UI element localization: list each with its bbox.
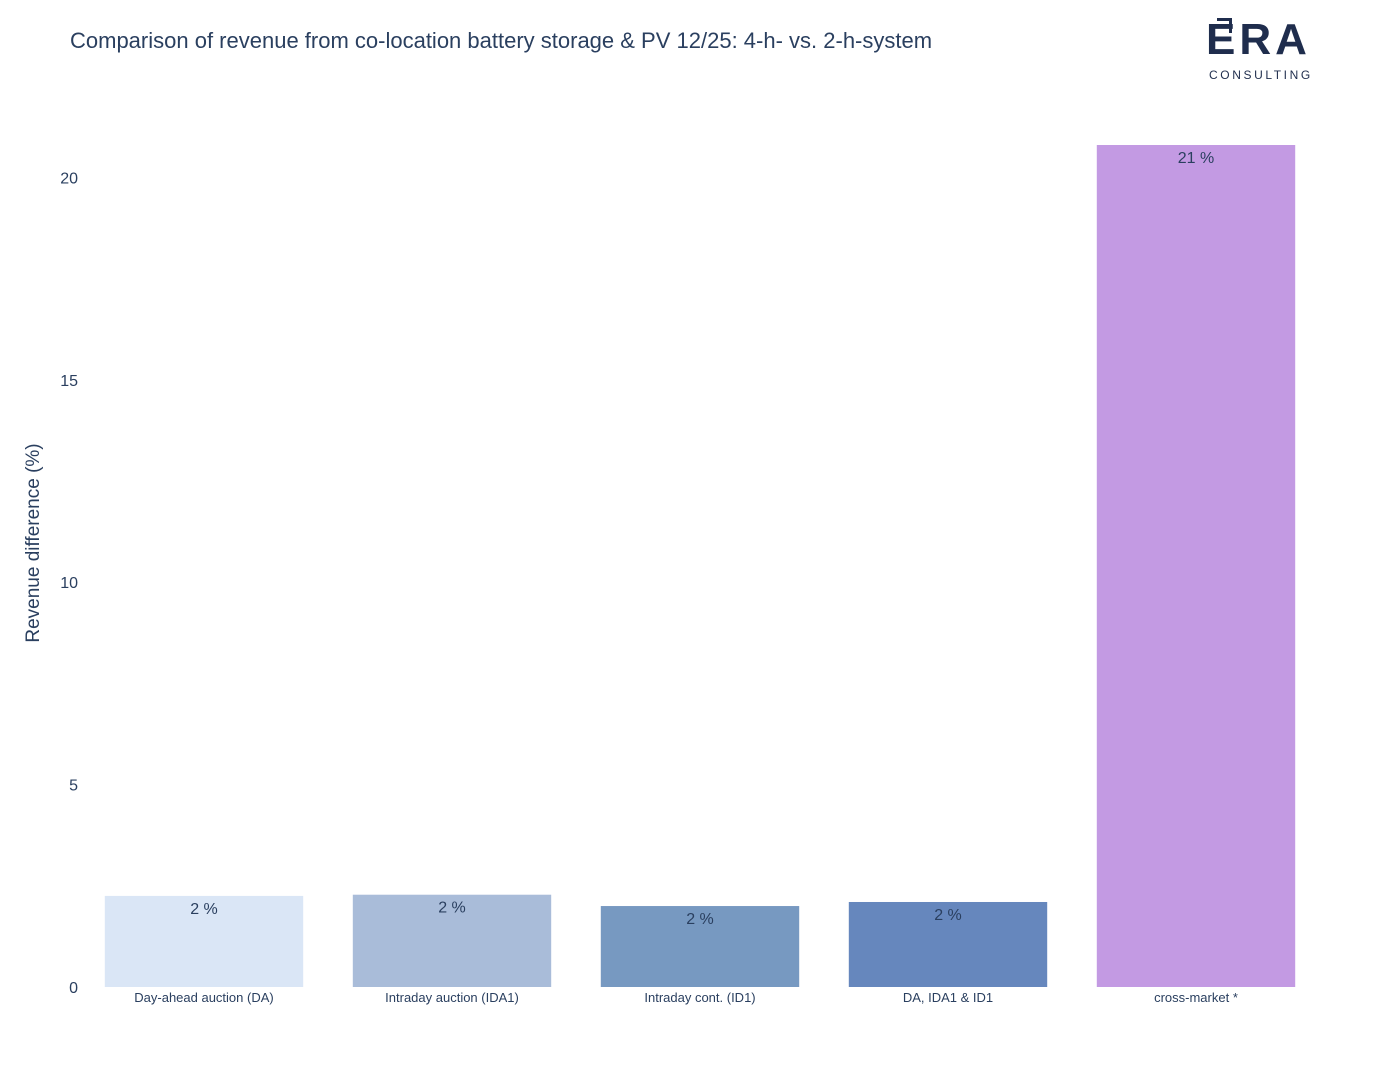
era-consulting-logo: ERA CONSULTING (1206, 15, 1326, 83)
bar-value-label: 2 % (438, 900, 466, 917)
y-axis-ticks: 0 5 10 15 20 (60, 170, 78, 997)
bar-value-label: 2 % (190, 901, 218, 918)
bar-value-label: 2 % (934, 907, 962, 924)
data-labels-group: 2 % 2 % 2 % 2 % 21 % (190, 150, 1214, 928)
y-tick-label: 20 (60, 170, 78, 187)
logo-corner-mark (1217, 18, 1232, 33)
bar[interactable] (848, 901, 1048, 987)
bar[interactable] (352, 894, 552, 987)
y-tick-label: 0 (69, 980, 78, 997)
x-category-label: DA, IDA1 & ID1 (903, 990, 993, 1005)
y-tick-label: 10 (60, 575, 78, 592)
logo-wordmark: ERA (1206, 15, 1311, 64)
x-category-label: Intraday cont. (ID1) (644, 990, 755, 1005)
x-category-label: Intraday auction (IDA1) (385, 990, 519, 1005)
bar[interactable] (1096, 145, 1296, 987)
bar[interactable] (104, 895, 304, 987)
y-axis-title: Revenue difference (%) (23, 443, 44, 642)
chart-title: Comparison of revenue from co-location b… (70, 28, 933, 53)
bar-value-label: 2 % (686, 911, 714, 928)
bar[interactable] (600, 906, 800, 987)
y-tick-label: 15 (60, 373, 78, 390)
x-category-label: cross-market * (1154, 990, 1238, 1005)
x-category-label: Day-ahead auction (DA) (134, 990, 273, 1005)
y-tick-label: 5 (69, 778, 78, 795)
logo-subtitle: CONSULTING (1209, 68, 1313, 82)
bars-group (104, 145, 1296, 987)
x-axis-category-labels: Day-ahead auction (DA) Intraday auction (… (134, 990, 1238, 1005)
bar-value-label: 21 % (1178, 150, 1214, 167)
